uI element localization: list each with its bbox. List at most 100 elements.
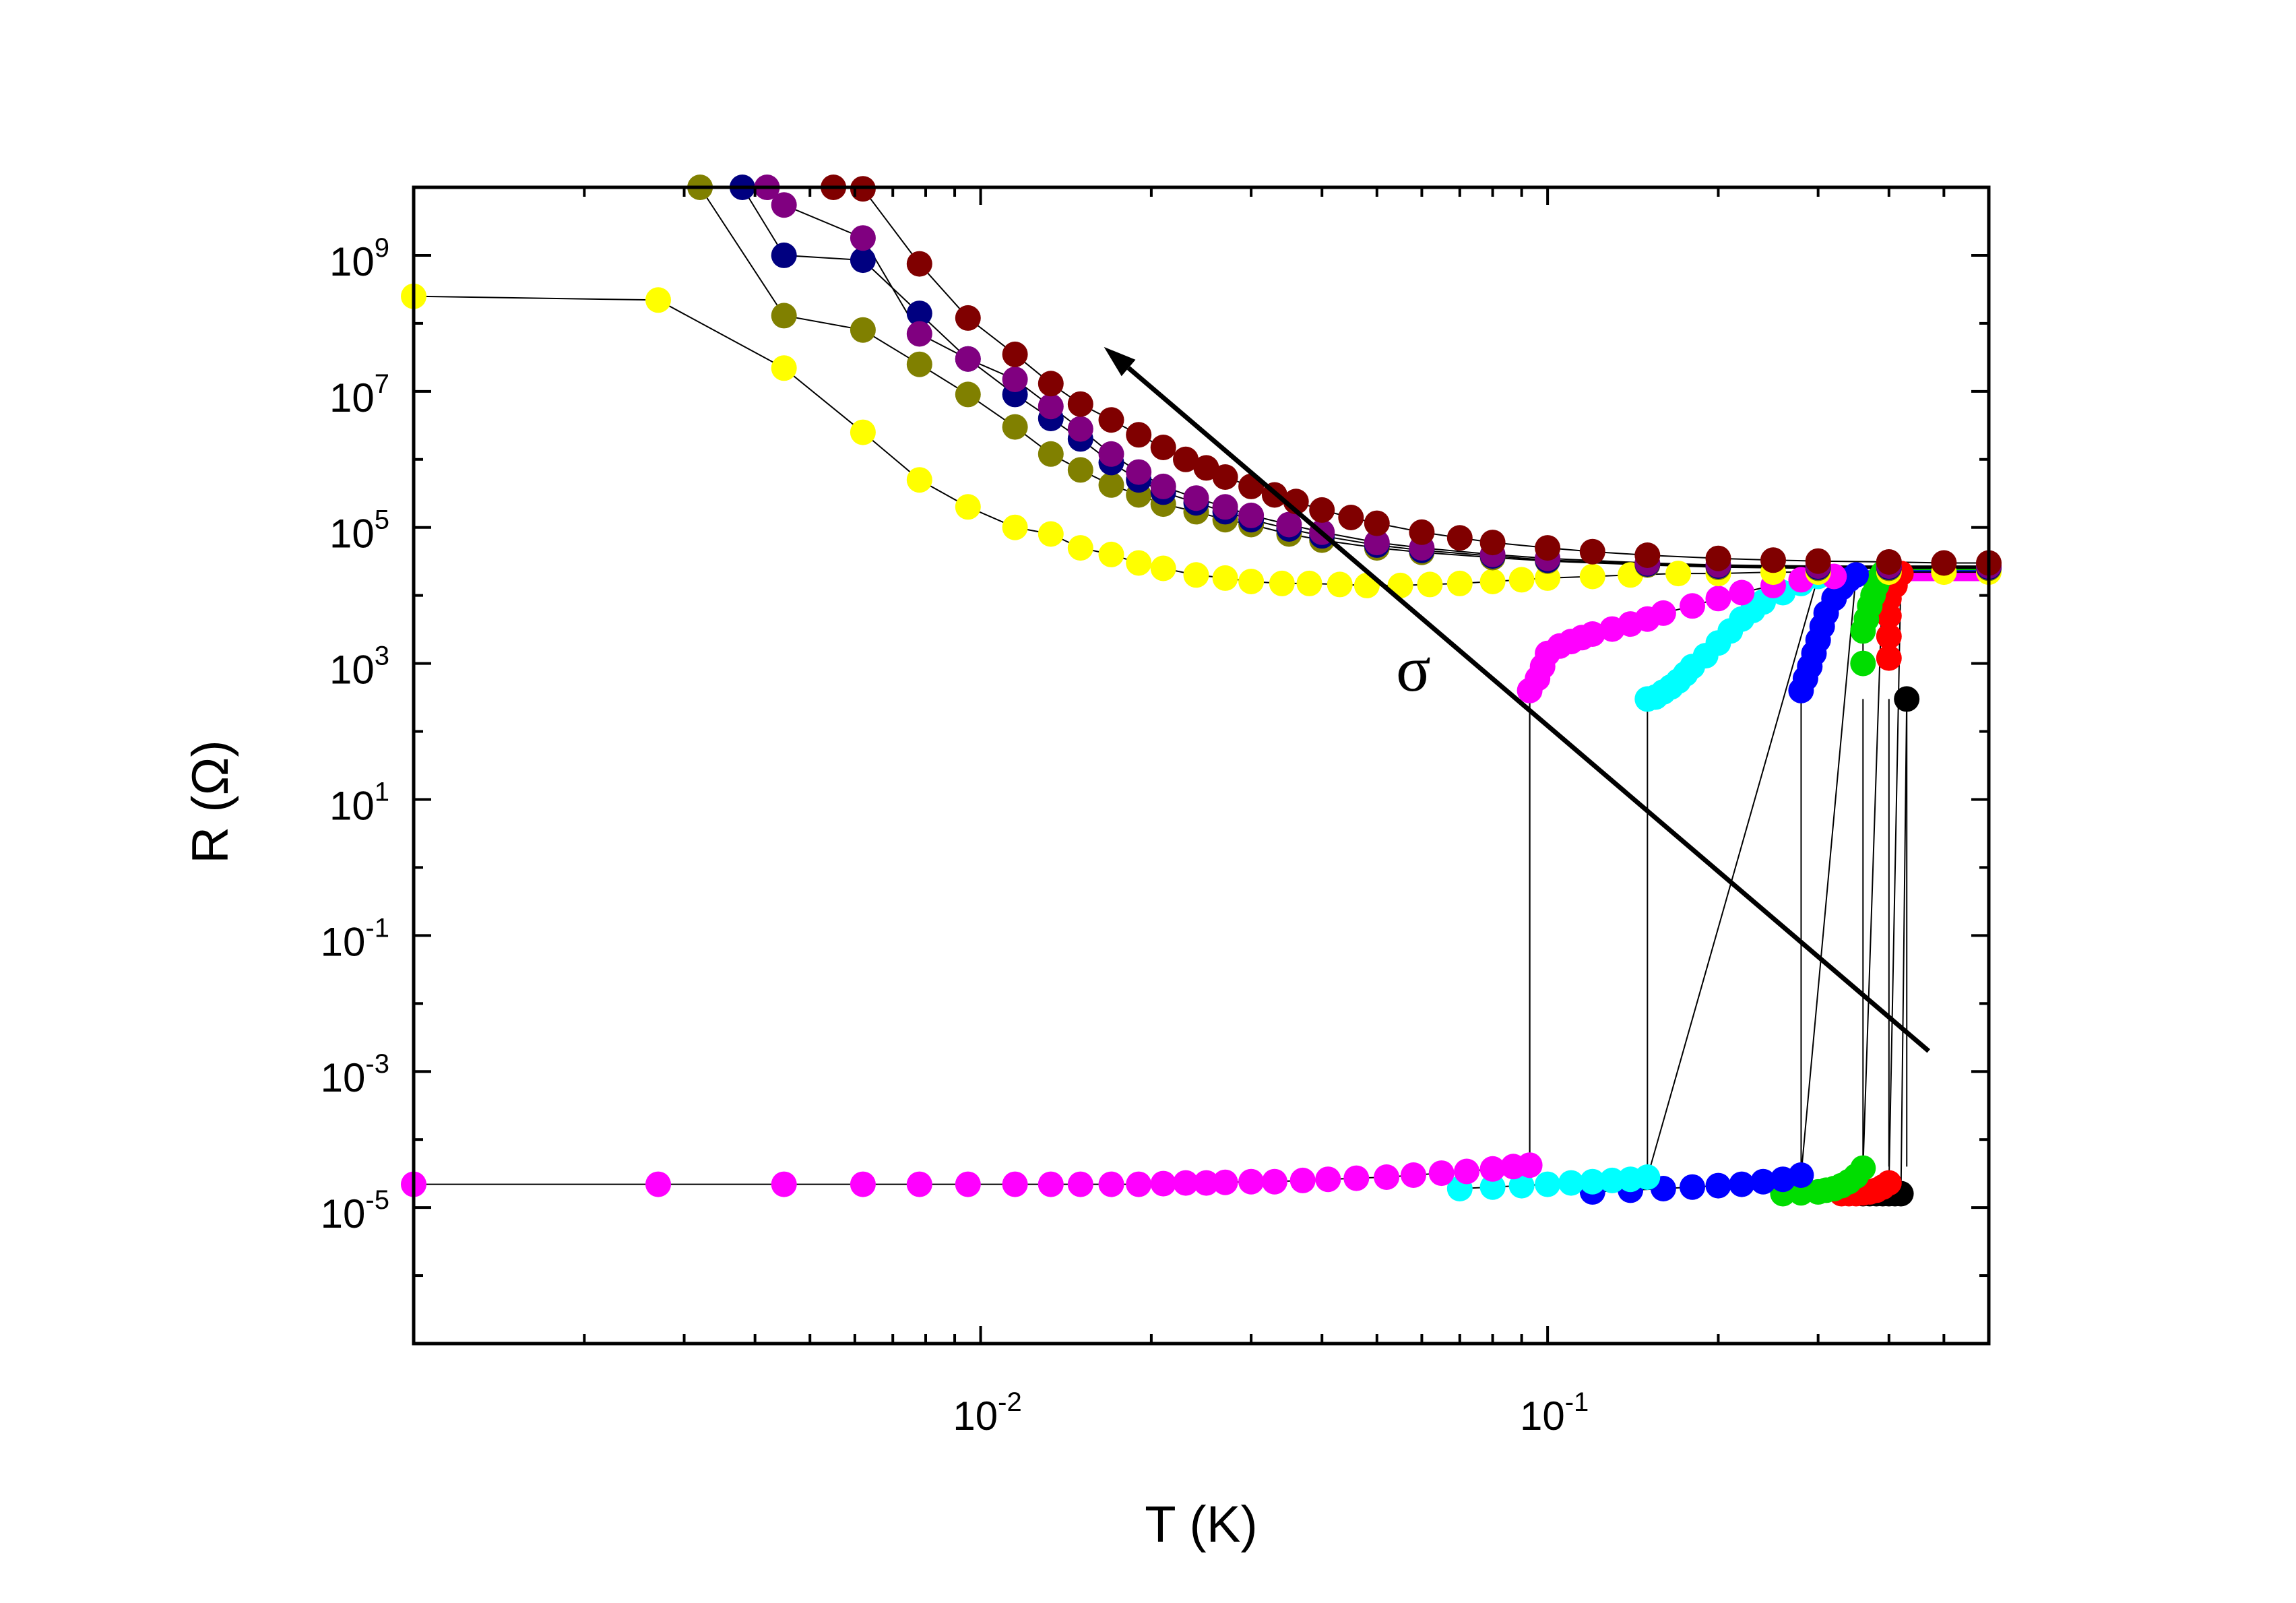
x-tick-label: 10-2 (953, 1387, 1021, 1439)
data-point-cyan (1508, 1172, 1535, 1199)
data-point-maroon (906, 251, 932, 277)
data-point-maroon (1634, 542, 1661, 568)
data-point-maroon (1364, 510, 1390, 536)
data-point-navy (771, 242, 797, 268)
data-point-red (1876, 623, 1902, 650)
data-point-maroon (955, 305, 981, 331)
data-point-maroon (1002, 341, 1028, 367)
data-point-yellow (1296, 570, 1322, 596)
data-point-yellow (850, 419, 876, 445)
data-point-maroon (1067, 391, 1093, 417)
y-tick-label: 10-5 (321, 1185, 389, 1236)
data-point-maroon (1479, 530, 1506, 556)
data-point-maroon (1212, 464, 1238, 490)
data-point-maroon (1579, 538, 1605, 565)
data-point-olive (850, 317, 876, 343)
data-point-magenta (1002, 1171, 1028, 1197)
data-point-purple (1126, 459, 1152, 485)
data-point-yellow (1417, 571, 1443, 598)
data-point-magenta (1315, 1166, 1341, 1193)
data-point-purple (1038, 394, 1064, 420)
data-point-magenta (1098, 1171, 1124, 1197)
data-point-blue (1729, 1171, 1755, 1197)
data-point-yellow (1579, 563, 1605, 590)
data-point-purple (1183, 485, 1209, 511)
data-point-yellow (1508, 567, 1535, 593)
data-point-purple (1212, 494, 1238, 520)
data-point-blue (1705, 1172, 1731, 1199)
y-tick-label: 103 (329, 641, 389, 693)
data-point-olive (1002, 414, 1028, 440)
data-point-magenta (1517, 1152, 1543, 1178)
data-point-cyan (1599, 1167, 1625, 1193)
data-point-magenta (1454, 1158, 1480, 1185)
data-point-magenta (1401, 1162, 1426, 1188)
data-point-red (1876, 645, 1902, 671)
data-point-maroon (1038, 371, 1064, 397)
data-point-cyan (1579, 1168, 1605, 1195)
data-point-cyan (1618, 1166, 1644, 1193)
data-point-maroon (1931, 550, 1957, 576)
data-point-yellow (955, 494, 981, 520)
data-point-olive (955, 381, 981, 408)
data-point-cyan (1558, 1170, 1584, 1196)
data-point-yellow (1067, 535, 1093, 561)
data-point-navy (906, 301, 932, 327)
data-point-purple (1098, 441, 1124, 467)
data-point-maroon (1309, 497, 1335, 523)
data-point-magenta (1173, 1170, 1199, 1196)
data-point-yellow (1126, 550, 1152, 576)
annotation: σ (1104, 346, 1931, 1053)
data-point-magenta (1343, 1165, 1370, 1191)
data-point-maroon (1126, 422, 1152, 448)
data-point-olive (906, 351, 932, 377)
data-point-purple (1002, 367, 1028, 392)
sigma-label: σ (1396, 633, 1431, 705)
data-point-yellow (1212, 565, 1238, 591)
data-point-maroon (1193, 455, 1219, 481)
data-point-purple (850, 225, 876, 251)
data-point-yellow (1269, 570, 1295, 596)
data-point-maroon (1173, 446, 1199, 472)
data-point-purple (955, 346, 981, 372)
data-point-yellow (1446, 570, 1473, 596)
data-point-magenta (1479, 1156, 1506, 1182)
data-point-magenta (1705, 586, 1731, 612)
y-tick-label: 109 (329, 233, 389, 284)
data-point-olive (1038, 441, 1064, 467)
data-point-olive (1098, 472, 1124, 498)
data-point-cyan (1479, 1174, 1506, 1200)
data-point-maroon (1098, 407, 1124, 433)
series-points (401, 175, 2002, 1207)
data-point-purple (1067, 416, 1093, 442)
data-point-magenta (1261, 1168, 1287, 1195)
data-point-yellow (1327, 571, 1353, 598)
data-point-magenta (1067, 1171, 1093, 1197)
data-point-magenta (1150, 1170, 1176, 1197)
data-point-yellow (1038, 521, 1064, 547)
data-point-magenta (1289, 1167, 1316, 1193)
y-tick-label: 101 (329, 777, 389, 828)
data-point-blue (1770, 1166, 1796, 1193)
data-point-maroon (1876, 549, 1902, 575)
data-point-magenta (1428, 1160, 1455, 1187)
y-axis-title: R (Ω) (182, 740, 239, 863)
data-point-maroon (1535, 535, 1561, 561)
data-point-cyan (1535, 1171, 1561, 1197)
x-tick-label: 10-1 (1520, 1387, 1589, 1439)
data-point-maroon (1338, 505, 1364, 530)
data-point-blue (1750, 1168, 1777, 1195)
plot-frame (412, 185, 1991, 1346)
y-tick-label: 107 (329, 369, 389, 420)
data-point-yellow (906, 467, 932, 493)
data-point-magenta (1579, 621, 1605, 647)
data-point-purple (1150, 473, 1176, 499)
data-point-magenta (1212, 1169, 1238, 1195)
data-point-olive (1067, 457, 1093, 483)
y-tick-label: 10-1 (321, 913, 389, 964)
axis-tick-labels: 10-2 10-1 109 107 105 103 101 10-1 10-3 10-5 (321, 233, 1589, 1439)
data-point-black (1894, 686, 1920, 712)
data-point-yellow (645, 287, 671, 313)
